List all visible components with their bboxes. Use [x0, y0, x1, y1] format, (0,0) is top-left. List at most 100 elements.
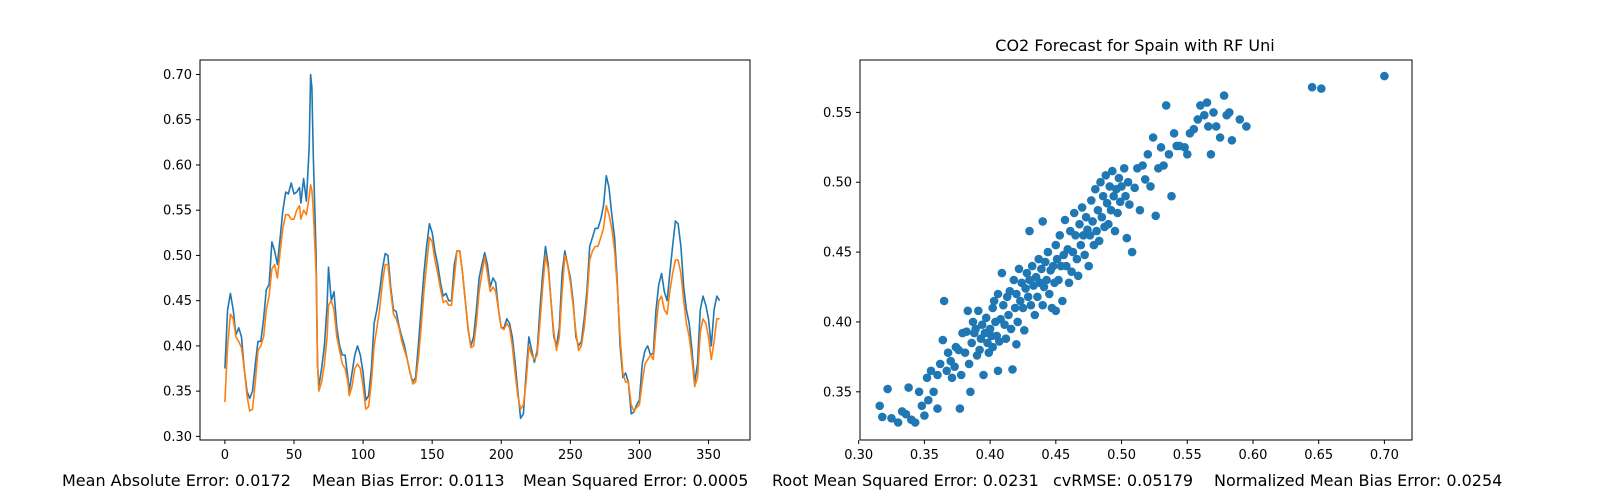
- scatter-point: [926, 366, 936, 376]
- scatter-point: [1146, 182, 1155, 191]
- scatter-point: [878, 412, 887, 422]
- scatter-point: [1054, 275, 1063, 285]
- scatter-point: [904, 383, 913, 392]
- scatter-chart-x-tick-label: 0.65: [1304, 448, 1333, 463]
- line-chart-frame: [199, 59, 751, 441]
- scatter-point: [1091, 184, 1100, 194]
- metric-root-mean-squared-error: Root Mean Squared Error: 0.0231: [772, 471, 1039, 490]
- scatter-point: [999, 300, 1008, 310]
- scatter-chart-y-tick-label: 0.40: [823, 315, 852, 330]
- scatter-point: [1209, 108, 1218, 117]
- scatter-point: [938, 335, 948, 345]
- scatter-point: [1073, 271, 1083, 281]
- scatter-point: [997, 268, 1007, 278]
- scatter-point: [1106, 205, 1116, 215]
- scatter-point: [981, 313, 991, 323]
- scatter-point: [1030, 310, 1040, 320]
- scatter-point: [1020, 326, 1029, 335]
- scatter-point: [1125, 200, 1134, 209]
- scatter-point: [1060, 215, 1070, 225]
- scatter-point: [993, 289, 1003, 299]
- scatter-point: [1108, 166, 1117, 176]
- scatter-point: [979, 370, 988, 380]
- scatter-point: [1039, 282, 1049, 292]
- scatter-point: [989, 296, 999, 306]
- series-line-2: [224, 184, 720, 412]
- scatter-chart-x-tick-label: 0.50: [1107, 448, 1136, 463]
- scatter-point: [962, 327, 971, 337]
- scatter-point: [1000, 320, 1009, 330]
- scatter-point: [917, 401, 927, 411]
- scatter-point: [1005, 286, 1015, 296]
- metrics-footer: Mean Absolute Error: 0.0172 Mean Bias Er…: [62, 471, 1502, 490]
- line-chart-x-tick-label: 100: [351, 448, 376, 463]
- scatter-point: [1068, 247, 1078, 257]
- line-chart-y-tick-label: 0.55: [163, 204, 192, 219]
- scatter-point: [1041, 257, 1050, 267]
- scatter-point: [1121, 191, 1130, 201]
- scatter-point: [1052, 254, 1062, 264]
- scatter-point: [988, 342, 997, 352]
- scatter-point: [1114, 173, 1124, 183]
- scatter-point: [1088, 217, 1097, 226]
- scatter-point: [1037, 264, 1046, 274]
- scatter-point: [1204, 122, 1213, 131]
- scatter-point: [1138, 161, 1147, 170]
- scatter-point: [1077, 203, 1087, 212]
- scatter-point: [1105, 182, 1114, 191]
- metric-mean-bias-error: Mean Bias Error: 0.0113: [312, 471, 505, 490]
- scatter-point: [922, 373, 932, 383]
- scatter-point: [939, 296, 949, 306]
- scatter-point: [1109, 191, 1118, 201]
- scatter-point: [1110, 226, 1120, 236]
- scatter-point: [1242, 122, 1251, 131]
- scatter-point: [1038, 300, 1047, 310]
- line-chart-y-tick-label: 0.60: [163, 158, 192, 173]
- scatter-point: [1200, 110, 1209, 120]
- scatter-point: [1038, 217, 1047, 226]
- scatter-point: [1225, 108, 1234, 117]
- scatter-point: [988, 303, 997, 313]
- scatter-point: [947, 373, 957, 383]
- scatter-point: [1064, 278, 1074, 288]
- scatter-point: [995, 337, 1004, 346]
- line-chart-y-tick-label: 0.40: [163, 339, 192, 354]
- scatter-point: [1010, 303, 1020, 313]
- scatter-point: [1167, 191, 1176, 201]
- scatter-point: [1159, 161, 1168, 170]
- scatter-chart-title: CO2 Forecast for Spain with RF Uni: [995, 36, 1274, 55]
- scatter-point: [1189, 124, 1199, 134]
- metric-mean-absolute-error: Mean Absolute Error: 0.0172: [62, 471, 291, 490]
- scatter-point: [954, 345, 963, 355]
- scatter-point: [1123, 177, 1133, 187]
- scatter-point: [1097, 212, 1107, 222]
- scatter-points-group: [875, 71, 1389, 427]
- scatter-point: [985, 324, 995, 334]
- scatter-point: [967, 338, 976, 348]
- scatter-point: [1080, 250, 1089, 260]
- metric-cvrmse: cvRMSE: 0.05179: [1053, 471, 1193, 490]
- scatter-point: [971, 324, 980, 334]
- line-chart-y-tick-label: 0.70: [163, 68, 192, 83]
- scatter-point: [1196, 101, 1205, 110]
- line-chart-x-tick-label: 200: [489, 448, 514, 463]
- scatter-point: [1012, 289, 1021, 299]
- scatter-point: [883, 384, 892, 394]
- scatter-point: [1215, 133, 1225, 142]
- scatter-point: [974, 306, 983, 316]
- scatter-point: [920, 411, 929, 420]
- scatter-point: [1023, 292, 1033, 302]
- line-chart: 0 50 100 150 200 250 300 350 0.30 0.35 0.40 0.45 0.5…: [163, 59, 751, 463]
- scatter-point: [1202, 98, 1212, 107]
- scatter-point: [1012, 340, 1021, 349]
- scatter-point: [1058, 296, 1067, 306]
- scatter-chart-y-tick-label: 0.50: [823, 176, 852, 191]
- scatter-point: [963, 306, 973, 316]
- scatter-point: [964, 359, 974, 369]
- scatter-point: [943, 348, 953, 358]
- scatter-point: [1211, 122, 1221, 131]
- line-chart-y-tick-label: 0.35: [163, 385, 192, 400]
- scatter-point: [1009, 275, 1019, 285]
